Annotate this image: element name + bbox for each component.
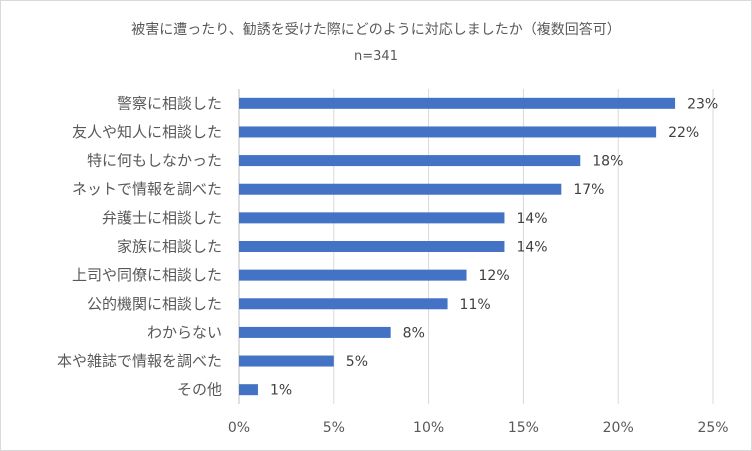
bar [239, 183, 562, 195]
data-label: 14% [516, 240, 547, 256]
category-label: 本や雑誌で情報を調べた [57, 352, 222, 370]
chart-subtitle: n=341 [354, 49, 398, 64]
bar [239, 326, 391, 338]
x-tick-label: 15% [508, 420, 539, 436]
bar [239, 298, 448, 310]
data-label: 14% [516, 211, 547, 227]
bar [239, 355, 334, 367]
category-label: その他 [177, 381, 222, 399]
data-label: 18% [592, 154, 623, 170]
bar [239, 241, 505, 252]
x-tick-label: 20% [603, 420, 634, 436]
bar [239, 97, 676, 109]
data-label: 11% [460, 297, 491, 313]
category-label: ネットで情報を調べた [72, 180, 222, 198]
category-label: 弁護士に相談した [102, 209, 222, 227]
x-tick-label: 10% [413, 420, 444, 436]
data-label: 1% [270, 383, 292, 399]
x-tick-label: 25% [697, 420, 728, 436]
bar [239, 126, 657, 138]
data-label: 23% [687, 96, 718, 112]
category-label: 家族に相談した [117, 238, 222, 256]
category-label: わからない [147, 323, 222, 341]
bar [239, 212, 505, 224]
bar [239, 384, 258, 396]
data-label: 12% [479, 268, 510, 284]
bar [239, 155, 581, 167]
data-labels: 23% 22% 18% 17% 14% 14% 12% 11% 8% 5% 1% [270, 96, 718, 398]
data-label: 8% [403, 325, 425, 341]
data-label: 22% [668, 125, 699, 141]
category-label: 友人や知人に相談した [72, 123, 222, 141]
data-label: 17% [573, 182, 604, 198]
category-label: 特に何もしなかった [87, 152, 222, 170]
data-label: 5% [346, 354, 368, 370]
category-label: 上司や同僚に相談した [72, 266, 222, 284]
chart-title: 被害に遭ったり、勧誘を受けた際にどのように対応しましたか（複数回答可） [131, 21, 620, 38]
category-labels: 警察に相談した友人や知人に相談した特に何もしなかったネットで情報を調べた弁護士に… [57, 94, 222, 398]
x-axis-ticks: 0% 5% 10% 15% 20% 25% [228, 420, 729, 436]
category-label: 公的機関に相談した [87, 295, 222, 313]
x-tick-label: 5% [323, 420, 345, 436]
x-tick-label: 0% [228, 420, 250, 436]
bar [239, 269, 467, 281]
category-label: 警察に相談した [117, 94, 222, 112]
bars [239, 97, 676, 396]
